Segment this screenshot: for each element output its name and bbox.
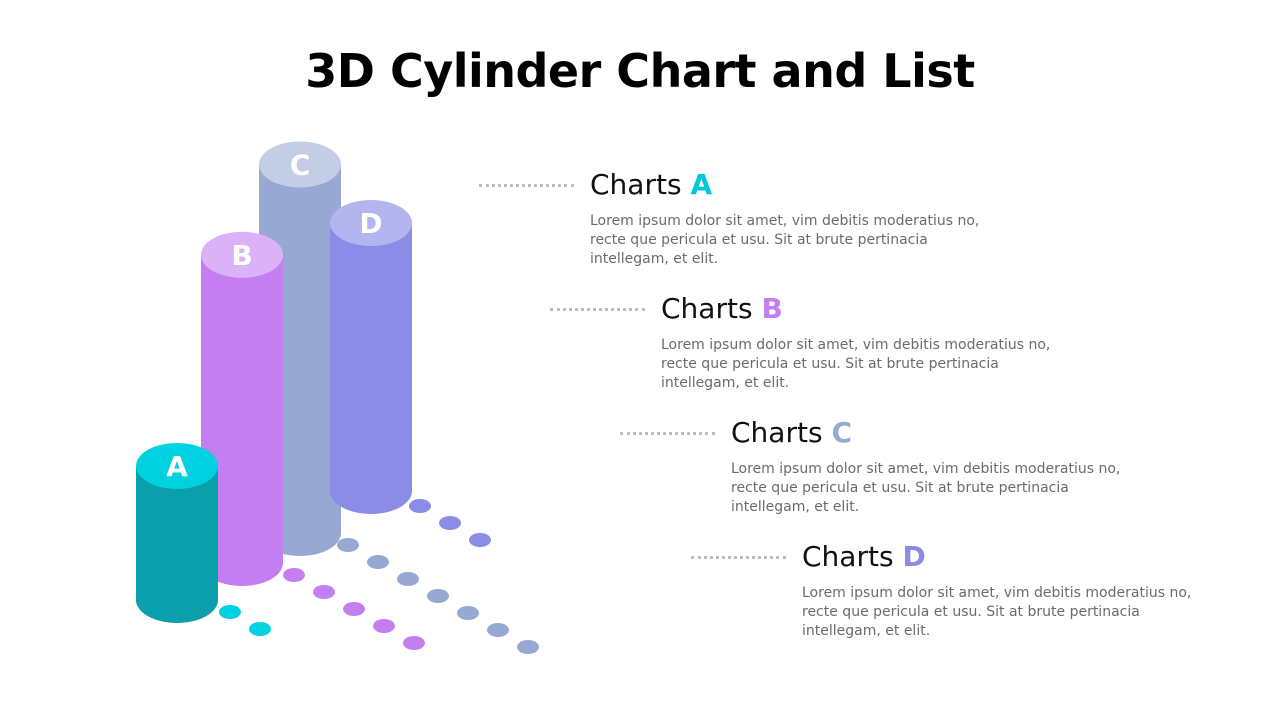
item-letter: C: [831, 416, 853, 449]
item-description: Lorem ipsum dolor sit amet, vim debitis …: [731, 461, 1121, 515]
page-title: 3D Cylinder Chart and List: [305, 44, 975, 98]
dotted-connector: [620, 432, 715, 435]
floor-dot: [337, 538, 359, 552]
cylinder-label: B: [231, 239, 252, 272]
dotted-connector: [691, 556, 786, 559]
floor-dot: [439, 516, 461, 530]
floor-dot: [427, 589, 449, 603]
cylinder-body: [201, 254, 283, 587]
cylinder-label: C: [290, 149, 311, 182]
floor-dot: [457, 606, 479, 620]
cylinder-chart: C D B A: [136, 141, 539, 654]
floor-dot: [403, 636, 425, 650]
cylinder-label: A: [166, 450, 188, 483]
cylinder-label: D: [359, 207, 382, 240]
floor-dot: [409, 499, 431, 513]
item-prefix: Charts: [802, 540, 894, 573]
cylinder-top: [201, 231, 283, 278]
floor-dot: [249, 622, 271, 636]
cylinder-top: [330, 200, 412, 246]
floor-dot: [469, 533, 491, 547]
dotted-connector: [479, 184, 574, 187]
floor-dot: [283, 568, 305, 582]
floor-dot: [487, 623, 509, 637]
cylinder-body: [136, 466, 218, 623]
cylinder-d: D: [330, 200, 412, 514]
floor-dot: [397, 572, 419, 586]
dotted-connector: [550, 308, 645, 311]
item-description: Lorem ipsum dolor sit amet, vim debitis …: [590, 213, 980, 267]
item-description: Lorem ipsum dolor sit amet, vim debitis …: [802, 585, 1192, 639]
item-prefix: Charts: [731, 416, 823, 449]
item-heading: Charts D: [802, 540, 926, 573]
floor-dot: [219, 605, 241, 619]
item-heading: Charts C: [731, 416, 852, 449]
floor-dot: [313, 585, 335, 599]
item-heading: Charts B: [661, 292, 783, 325]
floor-dot: [373, 619, 395, 633]
cylinder-top: [259, 141, 341, 188]
item-description: Lorem ipsum dolor sit amet, vim debitis …: [661, 337, 1051, 391]
floor-dot: [367, 555, 389, 569]
item-letter: A: [690, 168, 713, 201]
item-prefix: Charts: [661, 292, 753, 325]
item-letter: D: [902, 540, 926, 573]
cylinder-b: B: [201, 231, 283, 587]
item-letter: B: [761, 292, 783, 325]
floor-dot: [343, 602, 365, 616]
floor-dot: [517, 640, 539, 654]
cylinder-top: [136, 443, 218, 489]
cylinder-body: [330, 223, 412, 514]
item-prefix: Charts: [590, 168, 682, 201]
item-heading: Charts A: [590, 168, 712, 201]
cylinder-a: A: [136, 443, 218, 623]
